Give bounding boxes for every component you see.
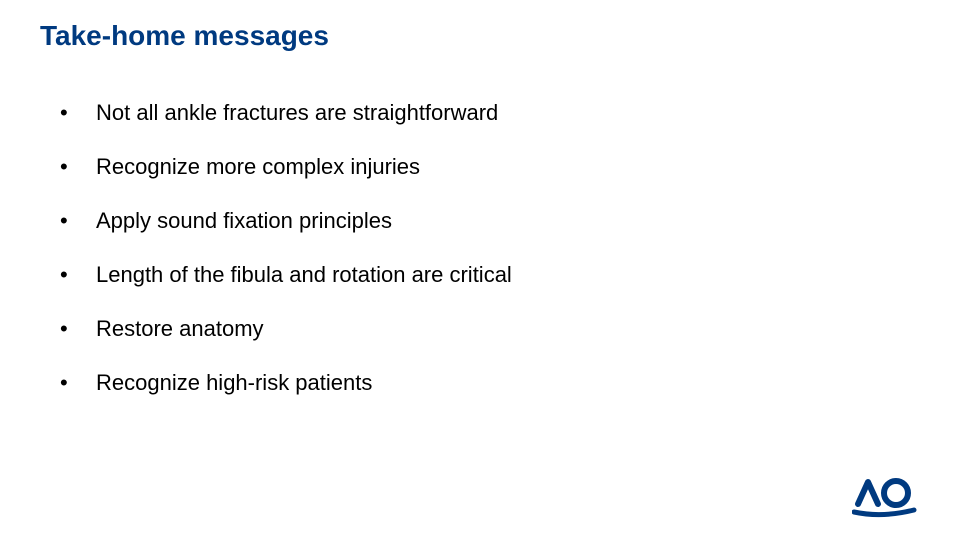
bullet-icon: • (60, 262, 96, 288)
bullet-icon: • (60, 370, 96, 396)
bullet-icon: • (60, 154, 96, 180)
list-item: • Recognize high-risk patients (60, 370, 512, 396)
bullet-icon: • (60, 316, 96, 342)
bullet-text: Restore anatomy (96, 316, 264, 342)
slide: Take-home messages • Not all ankle fract… (0, 0, 960, 540)
slide-title: Take-home messages (40, 20, 329, 52)
list-item: • Recognize more complex injuries (60, 154, 512, 180)
bullet-icon: • (60, 100, 96, 126)
bullet-icon: • (60, 208, 96, 234)
bullet-text: Apply sound fixation principles (96, 208, 392, 234)
ao-logo (852, 478, 922, 518)
list-item: • Apply sound fixation principles (60, 208, 512, 234)
bullet-text: Not all ankle fractures are straightforw… (96, 100, 498, 126)
bullet-text: Recognize high-risk patients (96, 370, 372, 396)
bullet-list: • Not all ankle fractures are straightfo… (60, 100, 512, 424)
list-item: • Length of the fibula and rotation are … (60, 262, 512, 288)
list-item: • Restore anatomy (60, 316, 512, 342)
bullet-text: Recognize more complex injuries (96, 154, 420, 180)
bullet-text: Length of the fibula and rotation are cr… (96, 262, 512, 288)
list-item: • Not all ankle fractures are straightfo… (60, 100, 512, 126)
ao-logo-icon (852, 478, 922, 518)
